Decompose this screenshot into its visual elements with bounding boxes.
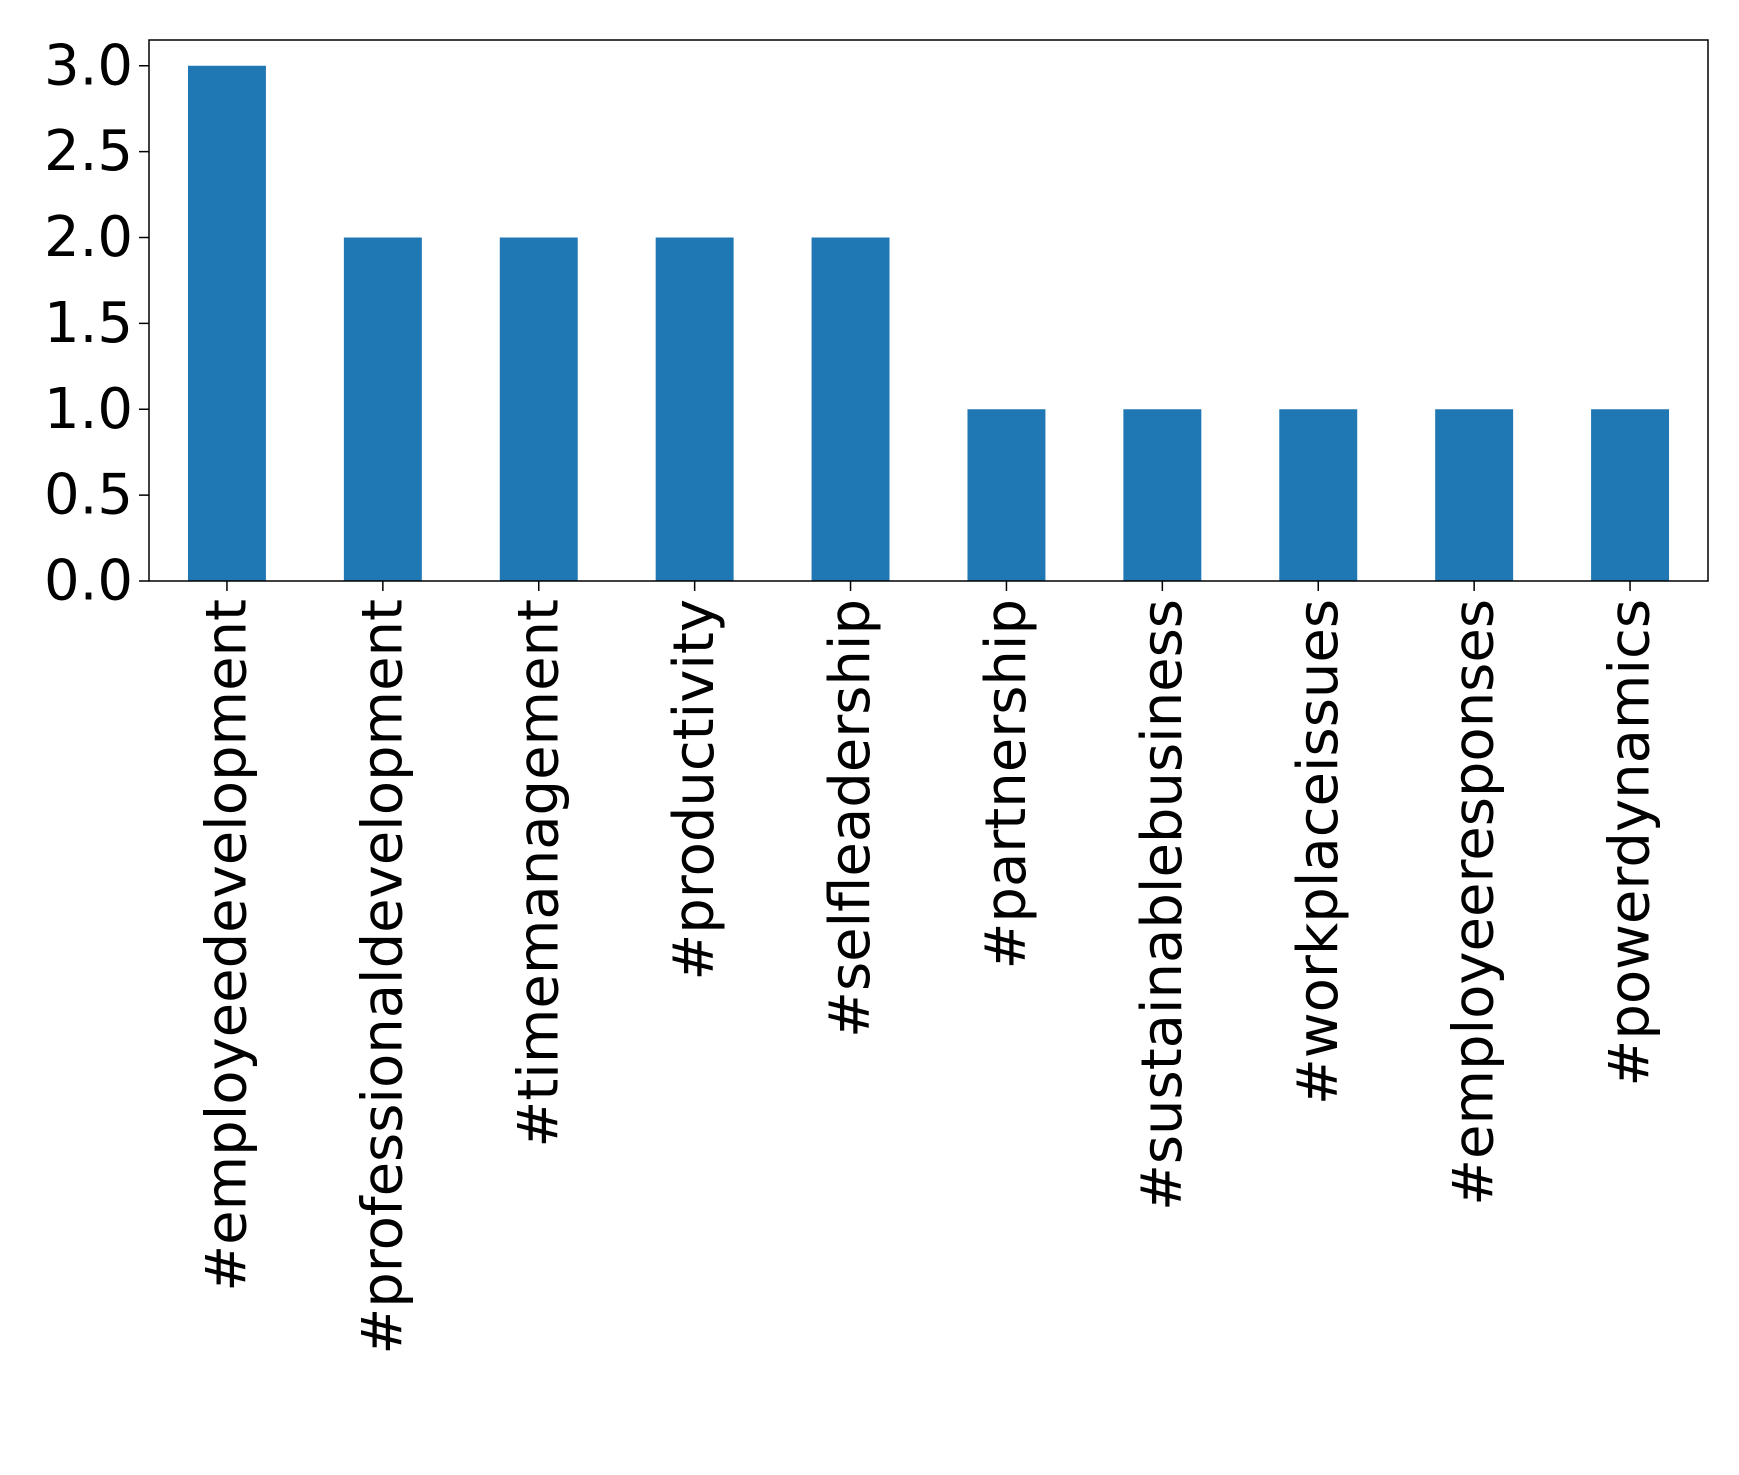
bar [1435,409,1514,581]
bar [499,237,578,581]
plot-frame [148,39,1709,582]
bar [187,65,266,581]
y-tick-label: 2.5 [44,119,133,184]
x-tick-label: #productivity [662,599,727,981]
x-tick-label: #selfleadership [818,599,883,1038]
bar [1123,409,1202,581]
x-tick-label: #timemanagement [506,599,571,1148]
x-tick-label: #employeedevelopment [194,599,259,1292]
bar [967,409,1046,581]
y-tick-label: 3.0 [44,33,133,98]
y-tick-label: 1.0 [44,377,133,442]
y-tick-label: 0.5 [44,463,133,528]
bar [811,237,890,581]
bar [343,237,422,581]
bar [655,237,734,581]
x-tick-label: #partnership [974,599,1039,970]
x-tick-label: #workplaceissues [1286,599,1351,1105]
y-tick-label: 0.0 [44,549,133,614]
x-tick-label: #professionaldevelopment [350,599,415,1355]
x-tick-label: #employeeresponses [1442,599,1507,1206]
bar [1591,409,1670,581]
x-tick-label: #powerdynamics [1598,599,1663,1087]
bar [1279,409,1358,581]
y-tick-label: 1.5 [44,291,133,356]
x-tick-label: #sustainablebusiness [1130,599,1195,1211]
y-tick-label: 2.0 [44,205,133,270]
